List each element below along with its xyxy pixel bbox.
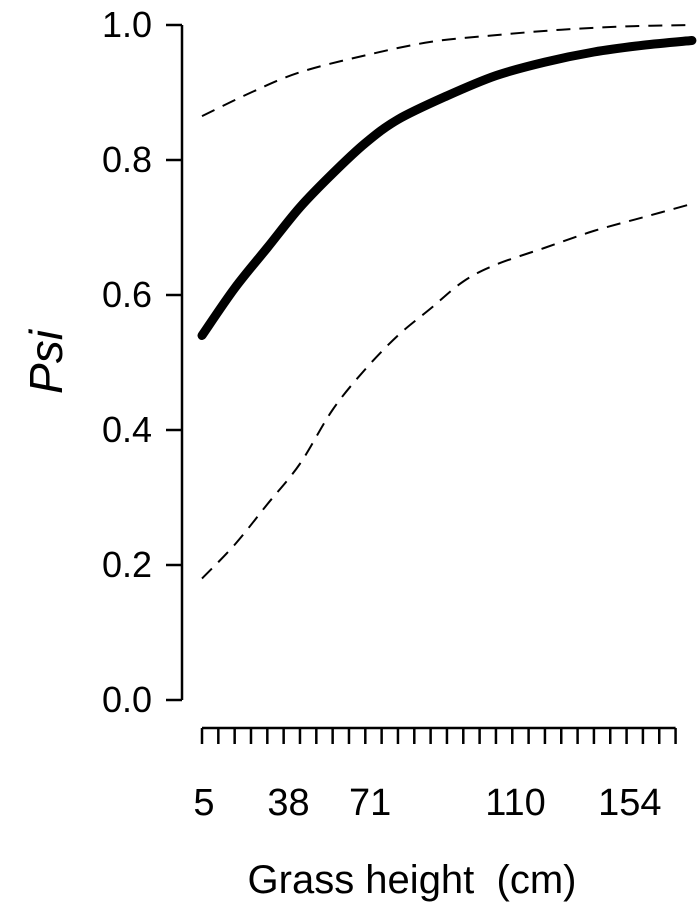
estimate-line — [197, 36, 697, 340]
x-tick-label: 38 — [267, 782, 309, 824]
y-tick-label: 0.0 — [102, 679, 152, 720]
y-axis-title: Psi — [20, 328, 72, 394]
x-tick-label: 110 — [485, 782, 546, 824]
plot-lines — [197, 24, 697, 580]
lower-ci-line — [201, 202, 693, 580]
x-tick-label: 5 — [193, 782, 214, 824]
x-tick-label: 71 — [349, 782, 391, 824]
y-tick-label: 0.6 — [102, 274, 152, 315]
y-axis: 0.0 0.2 0.4 0.6 0.8 1.0 — [102, 4, 184, 720]
y-tick-label: 0.2 — [102, 544, 152, 585]
x-tick-label: 154 — [598, 782, 661, 824]
y-tick-label: 0.8 — [102, 139, 152, 180]
x-axis-title: Grass height (cm) — [248, 858, 577, 902]
y-tick-label: 0.4 — [102, 409, 152, 450]
upper-ci-line — [201, 24, 692, 118]
x-axis: 5 38 71 110 154 — [193, 726, 677, 824]
y-tick-label: 1.0 — [102, 4, 152, 45]
